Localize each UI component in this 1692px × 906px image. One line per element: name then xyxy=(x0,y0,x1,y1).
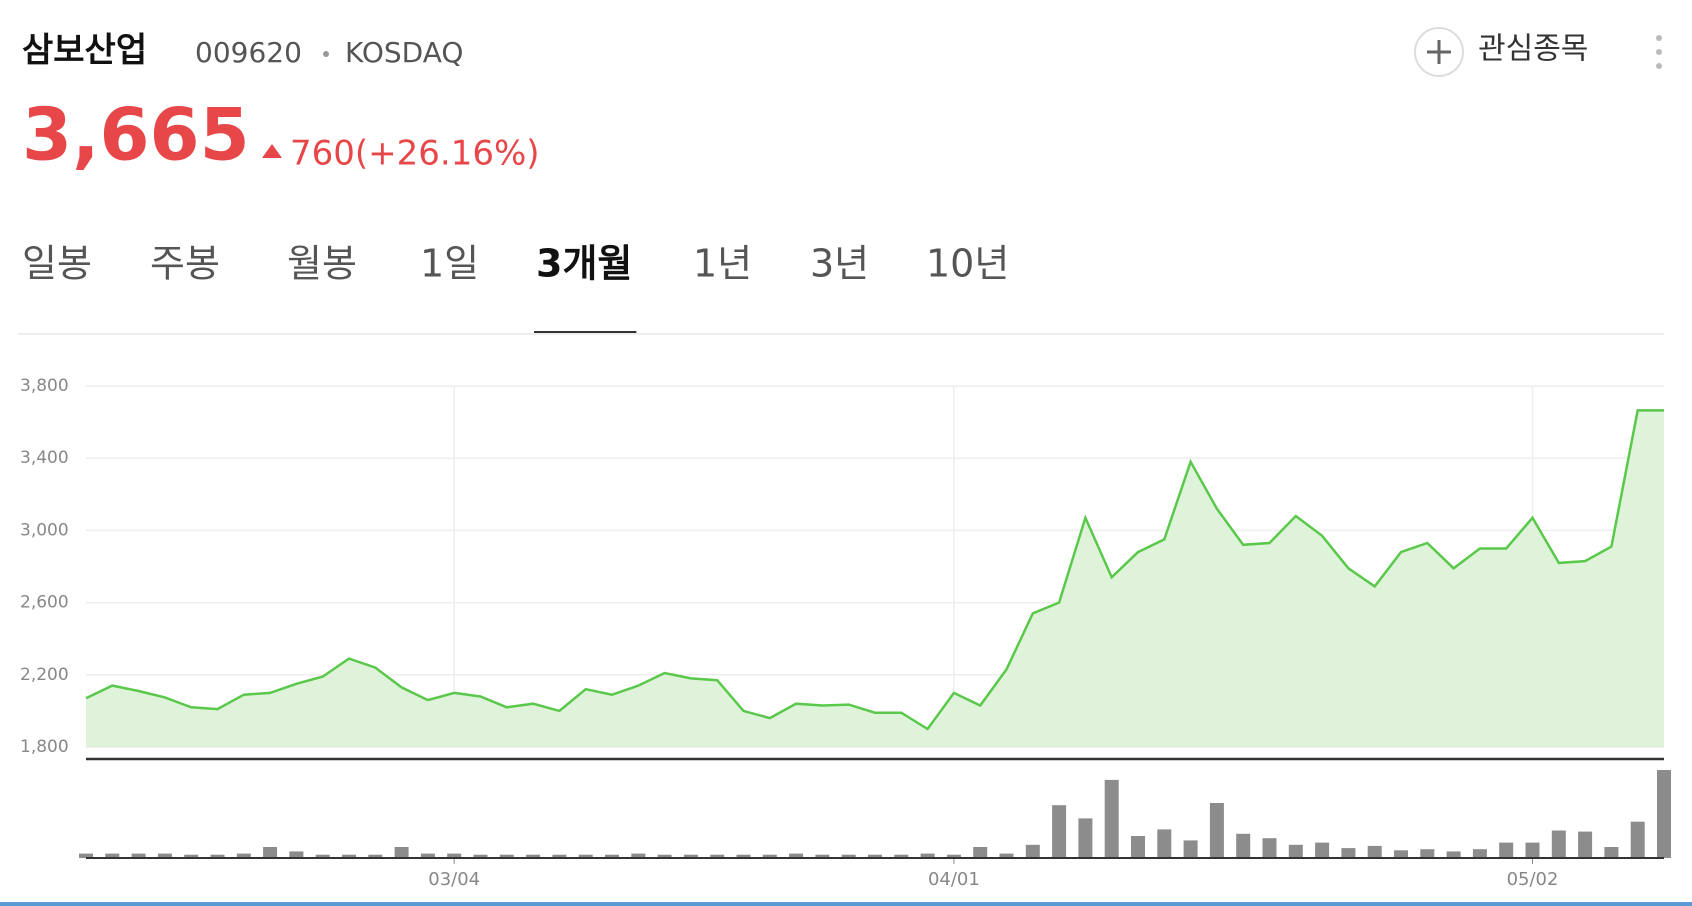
volume-bar xyxy=(368,854,383,858)
change: 760(+26.16%) xyxy=(290,134,540,174)
y-tick-label: 3,800 xyxy=(20,376,69,396)
volume-bar xyxy=(946,854,961,858)
volume-bar xyxy=(157,853,172,858)
period-tab[interactable]: 3개월 xyxy=(536,242,632,286)
y-tick-label: 3,400 xyxy=(20,448,69,468)
volume-bar xyxy=(210,854,225,858)
volume-bar xyxy=(315,854,330,858)
watch-label[interactable]: 관심종목 xyxy=(1478,32,1588,67)
period-tab[interactable]: 3년 xyxy=(810,242,869,286)
volume-bar xyxy=(1420,849,1435,858)
volume-bar xyxy=(1236,833,1251,858)
more-menu[interactable] xyxy=(1656,35,1662,69)
volume-bar xyxy=(105,853,120,858)
volume-bar xyxy=(1630,821,1645,858)
bottom-edge xyxy=(0,902,1692,906)
price-line xyxy=(85,409,1664,731)
volume-bar xyxy=(552,854,567,858)
volume-bar xyxy=(1578,831,1593,858)
volume-bar xyxy=(1209,803,1224,858)
volume-bar xyxy=(815,854,830,858)
volume-bar xyxy=(841,854,856,858)
y-tick-label: 3,000 xyxy=(20,520,69,540)
watch-button[interactable] xyxy=(1414,27,1464,77)
period-tabs: 일봉 주봉 월봉 1일 3개월 1년 3년 10년 xyxy=(22,242,1009,335)
volume-bar xyxy=(973,847,988,858)
plus-icon xyxy=(1427,40,1451,64)
volume-bar xyxy=(289,851,304,858)
volume-bar xyxy=(1499,842,1514,858)
volume-bar xyxy=(657,854,672,858)
stock-name: 삼보산업 xyxy=(22,31,147,71)
volume-bar xyxy=(79,853,93,858)
volume-bar xyxy=(131,853,146,858)
volume-bar xyxy=(1341,848,1356,858)
volume-bar xyxy=(473,854,488,858)
volume-bar xyxy=(789,853,804,858)
stock-code: 009620 xyxy=(195,36,302,69)
volume-bar xyxy=(526,854,541,858)
volume-bar xyxy=(499,854,514,858)
period-tab[interactable]: 월봉 xyxy=(287,242,357,286)
x-tick-label: 03/04 xyxy=(428,869,480,890)
volume-bar xyxy=(1131,836,1145,858)
volume-bar xyxy=(1446,851,1461,858)
volume-bar xyxy=(184,854,199,858)
price: 3,665 xyxy=(22,93,250,177)
volume-bar xyxy=(1104,779,1119,858)
y-tick-label: 1,800 xyxy=(20,737,69,757)
volume-bar xyxy=(1604,847,1619,858)
volume-bar xyxy=(236,853,251,858)
volume-bar xyxy=(1551,830,1566,858)
volume-bar xyxy=(868,854,882,858)
volume-bar xyxy=(920,853,935,858)
volume-bar xyxy=(605,854,619,858)
y-tick-label: 2,600 xyxy=(20,593,69,613)
volume-bar xyxy=(1525,842,1540,858)
up-arrow xyxy=(262,144,282,158)
x-tick-label: 04/01 xyxy=(928,869,980,890)
volume-bar xyxy=(420,853,435,858)
price-area xyxy=(86,410,1664,747)
volume-bar xyxy=(894,854,909,858)
volume-bar xyxy=(342,854,356,858)
volume-bar xyxy=(1183,840,1198,858)
market: KOSDAQ xyxy=(345,36,463,69)
volume-bar xyxy=(736,854,751,858)
volume-bar xyxy=(762,854,777,858)
volume-bar xyxy=(1288,844,1303,858)
volume-bar xyxy=(683,854,698,858)
volume-bar xyxy=(1315,842,1330,858)
volume-bar xyxy=(1262,838,1277,858)
volume-bar xyxy=(1394,850,1408,858)
volume-bar xyxy=(999,853,1014,858)
x-tick-label: 05/02 xyxy=(1507,869,1559,890)
volume-bar xyxy=(578,854,593,858)
volume-bar xyxy=(1025,844,1040,858)
volume-bar xyxy=(710,854,725,858)
volume-bar xyxy=(1472,849,1487,858)
volume-bar xyxy=(1052,805,1067,858)
period-tab[interactable]: 일봉 xyxy=(22,242,92,286)
volume-bar xyxy=(1157,829,1172,858)
volume-bar xyxy=(1367,845,1382,858)
volume-bar xyxy=(394,847,409,858)
period-tab[interactable]: 1일 xyxy=(420,242,479,286)
volume-bar xyxy=(1657,770,1671,858)
period-tab[interactable]: 1년 xyxy=(693,242,752,286)
separator xyxy=(323,51,329,57)
volume-bar xyxy=(447,853,462,858)
volume-bar xyxy=(263,847,278,858)
period-tab[interactable]: 10년 xyxy=(926,242,1009,286)
volume-bar xyxy=(631,853,646,858)
y-tick-label: 2,200 xyxy=(20,665,69,685)
price-chart: 1,800 2,200 2,600 3,000 3,400 3,800 03/04 04/01… xyxy=(20,376,1671,890)
period-tab[interactable]: 주봉 xyxy=(150,242,220,286)
volume-bar xyxy=(1078,818,1093,858)
